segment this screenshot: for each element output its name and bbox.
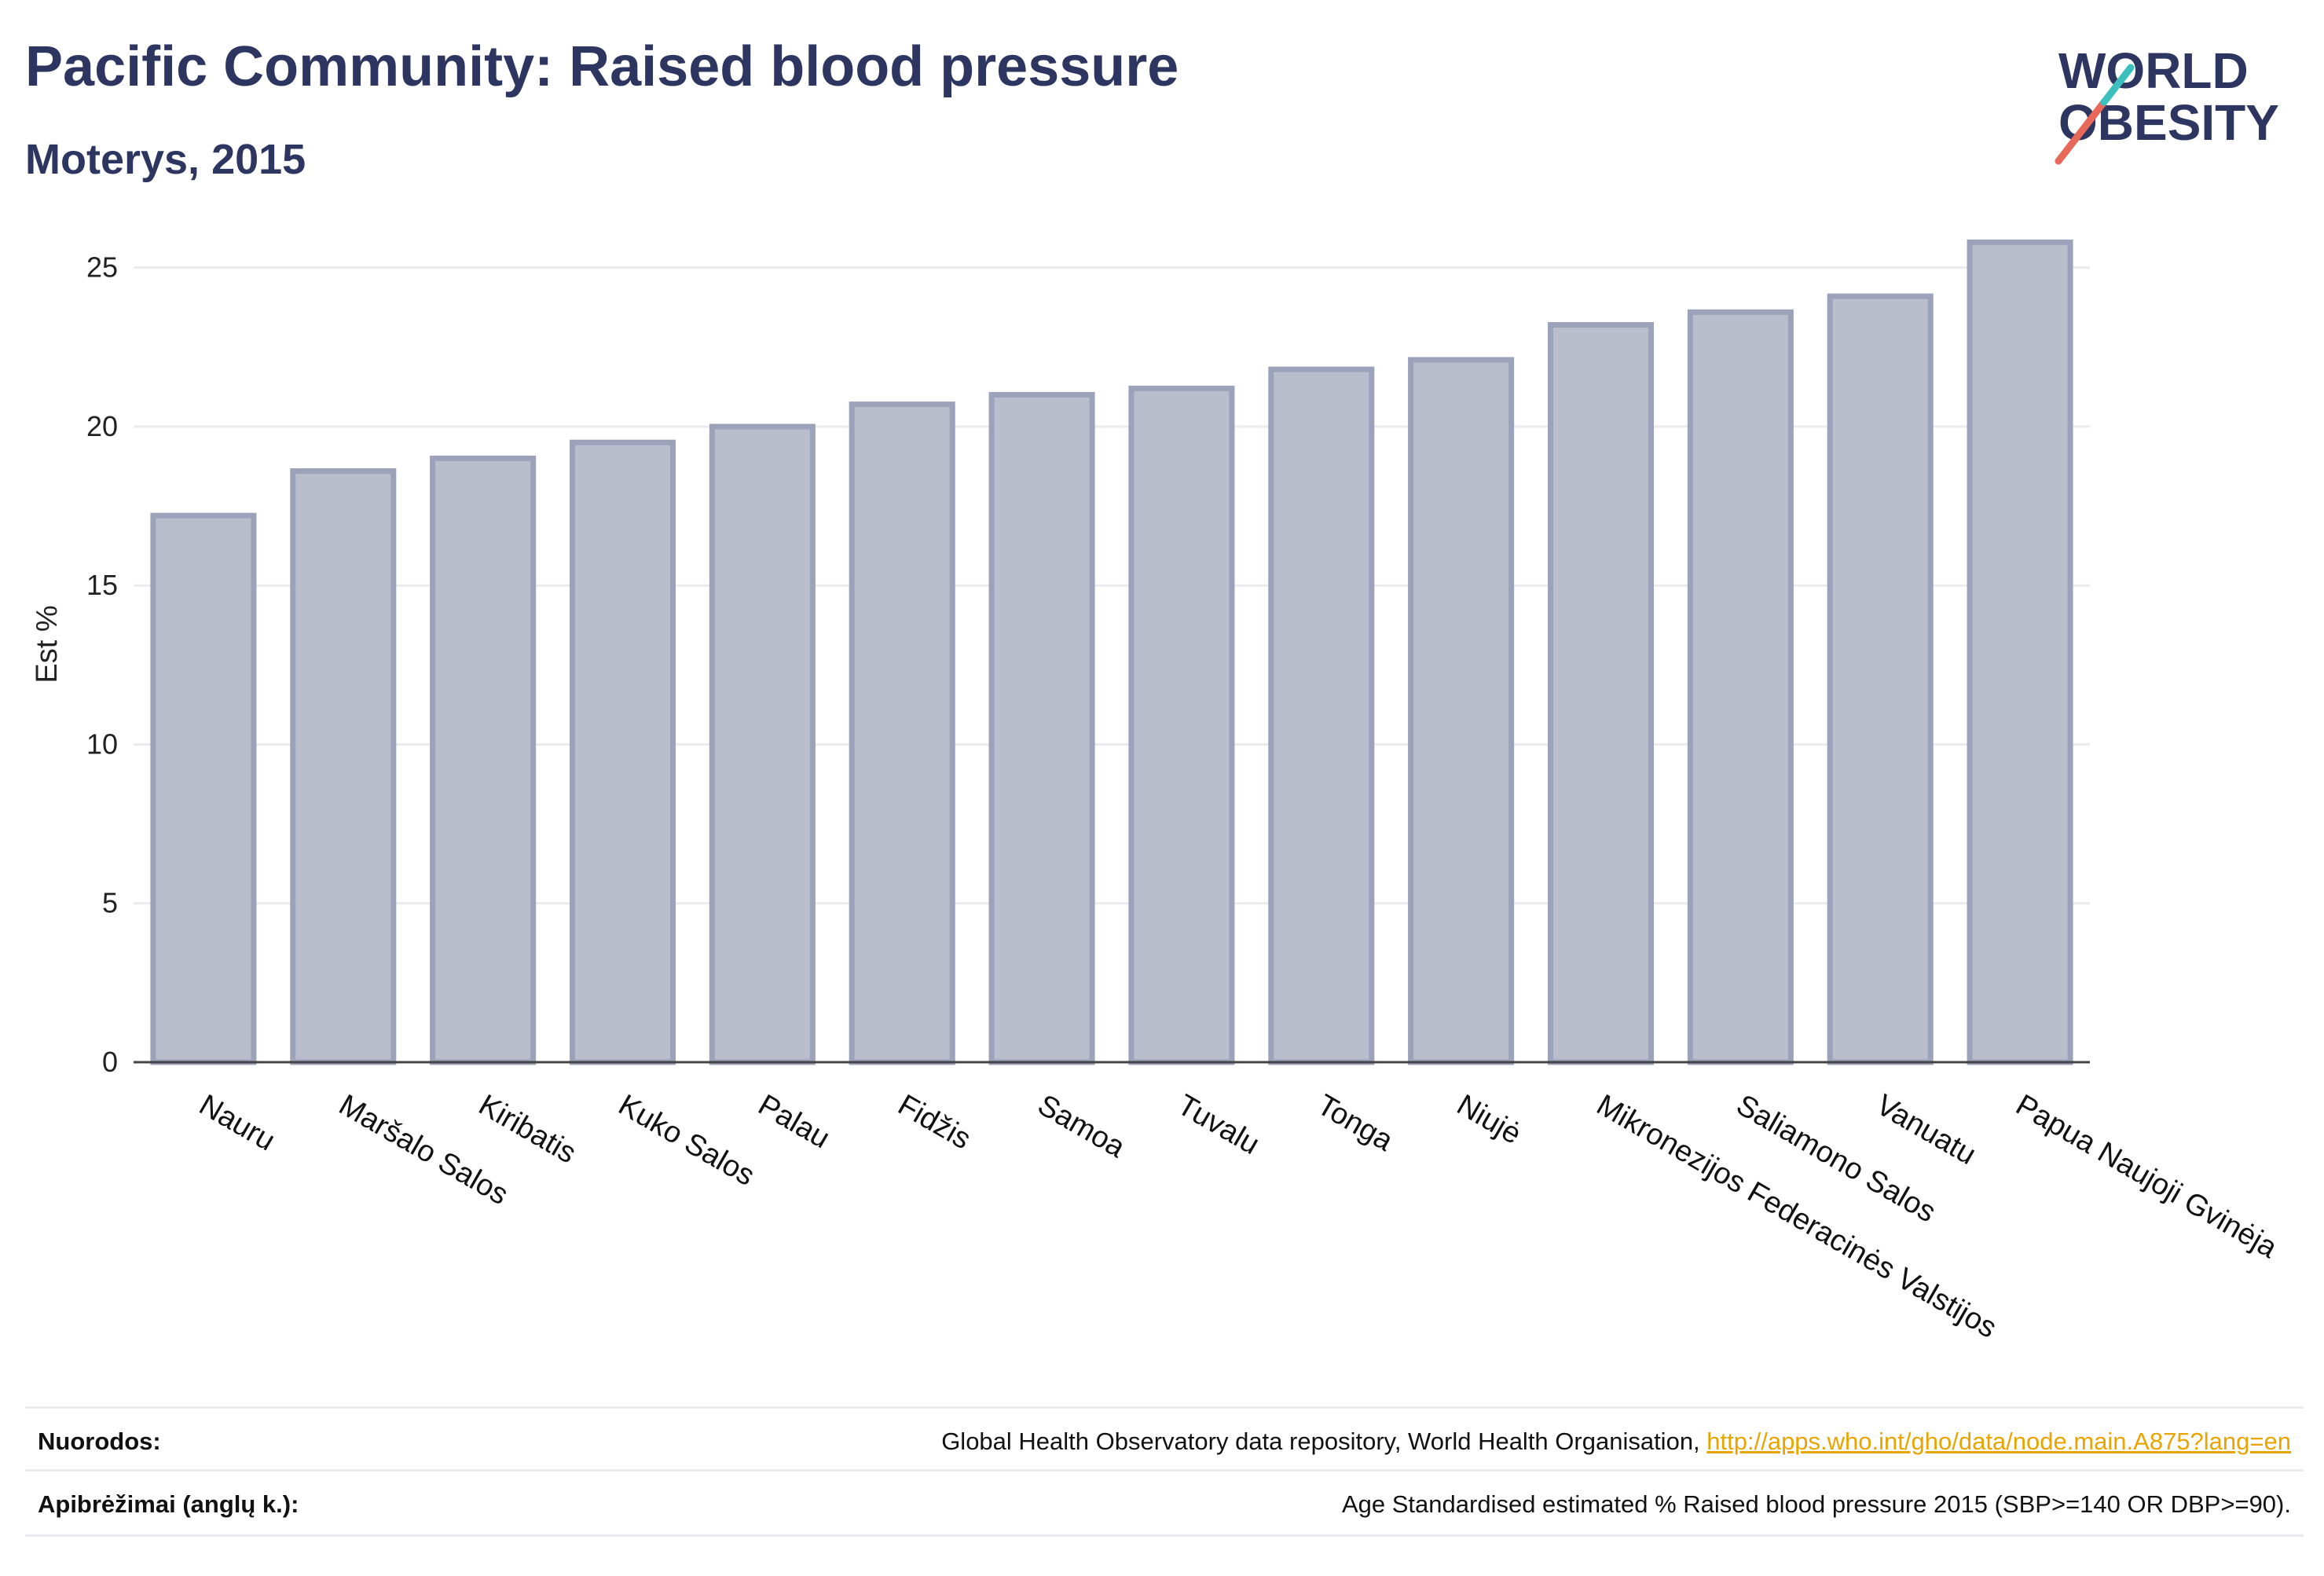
x-tick-label: Samoa: [1032, 1088, 1131, 1164]
bar: [150, 512, 257, 1065]
y-tick-label: 20: [86, 410, 118, 442]
bar: [1547, 321, 1655, 1065]
definition-text: Age Standardised estimated % Raised bloo…: [1341, 1490, 2291, 1518]
bar: [1827, 293, 1934, 1065]
bar: [1687, 309, 1794, 1065]
chart-subtitle: Moterys, 2015: [25, 136, 306, 183]
logo-slash-teal: [2100, 64, 2135, 106]
x-tick-label: Kuko Salos: [613, 1088, 760, 1192]
x-tick-label: Kiribatis: [473, 1088, 581, 1170]
logo-line2: OBESITY: [2058, 94, 2279, 151]
bar: [849, 401, 955, 1065]
bar: [1268, 366, 1375, 1065]
x-tick-label: Vanuatu: [1871, 1088, 1981, 1171]
x-tick-label: Nauru: [193, 1088, 280, 1157]
y-axis-label: Est %: [31, 605, 64, 683]
logo-slash-red: [2055, 98, 2108, 165]
x-tick-label: Palau: [753, 1088, 835, 1155]
y-tick-label: 0: [102, 1046, 118, 1078]
bar: [430, 455, 537, 1065]
x-tick-label: Niujė: [1451, 1088, 1527, 1151]
bar: [1967, 239, 2073, 1065]
sources-link[interactable]: http://apps.who.int/gho/data/node.main.A…: [1706, 1428, 2291, 1455]
bar: [290, 468, 397, 1065]
bar: [709, 423, 816, 1065]
footer-definition-row: Apibrėžimai (anglų k.): Age Standardised…: [25, 1469, 2304, 1537]
definition-label: Apibrėžimai (anglų k.):: [38, 1490, 299, 1518]
bar: [569, 439, 676, 1065]
y-tick-label: 25: [86, 251, 118, 284]
y-tick-label: 10: [86, 728, 118, 760]
footer-sources-row: Nuorodos: Global Health Observatory data…: [25, 1406, 2304, 1472]
logo-line1: WORLD: [2058, 42, 2249, 99]
bar: [988, 391, 1095, 1065]
world-obesity-logo: WORLD OBESITY: [2055, 42, 2279, 165]
sources-text: Global Health Observatory data repositor…: [941, 1428, 1707, 1455]
chart-title: Pacific Community: Raised blood pressure: [25, 35, 1179, 98]
y-tick-label: 15: [86, 569, 118, 601]
x-tick-label: Papua Naujoji Gvinėja: [2011, 1088, 2283, 1265]
bar: [1128, 385, 1235, 1065]
y-tick-label: 5: [102, 887, 118, 919]
x-tick-label: Tonga: [1311, 1088, 1398, 1158]
bar: [1408, 357, 1515, 1065]
sources-label: Nuorodos:: [38, 1428, 161, 1455]
x-tick-label: Fidžis: [893, 1088, 977, 1156]
sources-value: Global Health Observatory data repositor…: [941, 1428, 2291, 1456]
x-tick-label: Tuvalu: [1171, 1088, 1265, 1161]
